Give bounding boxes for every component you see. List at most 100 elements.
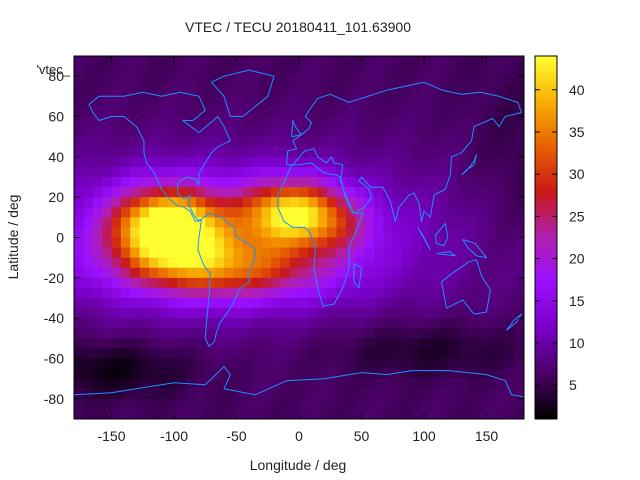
- heatmap-cell: [364, 146, 375, 158]
- heatmap-cell: [139, 298, 150, 309]
- heatmap-cell: [205, 217, 216, 229]
- heatmap-cell: [374, 56, 384, 67]
- heatmap-cell: [158, 187, 169, 198]
- heatmap-cell: [102, 247, 113, 259]
- heatmap-cell: [214, 166, 225, 178]
- heatmap-cell: [505, 126, 516, 138]
- heatmap-cell: [205, 197, 216, 208]
- heatmap-cell: [458, 76, 469, 87]
- heatmap-cell: [92, 408, 103, 419]
- heatmap-cell: [252, 358, 263, 370]
- heatmap-cell: [149, 348, 159, 360]
- heatmap-cell: [402, 96, 413, 108]
- heatmap-cell: [420, 217, 431, 229]
- heatmap-cell: [111, 368, 122, 380]
- heatmap-cell: [149, 86, 159, 97]
- heatmap-cell: [139, 318, 150, 329]
- heatmap-cell: [270, 348, 281, 360]
- heatmap-cell: [92, 318, 103, 329]
- heatmap-cell: [486, 328, 497, 339]
- heatmap-cell: [477, 298, 488, 309]
- y-tick-label: 80: [48, 68, 64, 84]
- heatmap-cell: [514, 177, 524, 188]
- heatmap-cell: [336, 408, 347, 419]
- heatmap-cell: [83, 247, 94, 259]
- heatmap-cell: [402, 227, 413, 239]
- heatmap-cell: [270, 308, 281, 319]
- heatmap-cell: [383, 106, 394, 118]
- heatmap-cell: [317, 328, 328, 339]
- heatmap-cell: [83, 217, 94, 229]
- heatmap-cell: [233, 76, 244, 87]
- heatmap-cell: [336, 328, 347, 339]
- heatmap-cell: [205, 136, 216, 148]
- heatmap-cell: [336, 106, 347, 118]
- heatmap-cell: [355, 318, 366, 329]
- heatmap-cell: [289, 177, 300, 188]
- heatmap-cell: [252, 257, 263, 269]
- heatmap-cell: [467, 207, 478, 218]
- heatmap-cell: [392, 287, 403, 299]
- heatmap-cell: [167, 207, 178, 218]
- heatmap-cell: [411, 408, 422, 419]
- heatmap-cell: [420, 86, 431, 97]
- heatmap-cell: [439, 247, 450, 259]
- heatmap-cell: [83, 378, 94, 390]
- heatmap-cell: [317, 177, 328, 188]
- heatmap-cell: [261, 247, 272, 259]
- heatmap-cell: [449, 287, 459, 299]
- heatmap-cell: [467, 166, 478, 178]
- heatmap-cell: [477, 177, 488, 188]
- heatmap-cell: [299, 287, 309, 299]
- heatmap-cell: [252, 348, 263, 360]
- heatmap-cell: [514, 237, 524, 249]
- heatmap-cell: [120, 217, 131, 229]
- heatmap-cell: [177, 247, 188, 259]
- heatmap-cell: [92, 197, 103, 208]
- heatmap-cell: [158, 388, 169, 400]
- heatmap-cell: [467, 227, 478, 239]
- heatmap-cell: [477, 187, 488, 198]
- heatmap-cell: [374, 116, 384, 128]
- heatmap-cell: [149, 378, 159, 390]
- heatmap-cell: [477, 76, 488, 87]
- heatmap-cell: [102, 126, 113, 138]
- heatmap-cell: [345, 177, 356, 188]
- heatmap-cell: [364, 398, 375, 410]
- heatmap-cell: [233, 267, 244, 279]
- heatmap-cell: [505, 237, 516, 249]
- heatmap-cell: [467, 56, 478, 67]
- heatmap-cell: [111, 207, 122, 218]
- heatmap-cell: [214, 237, 225, 249]
- heatmap-cell: [514, 166, 524, 178]
- heatmap-cell: [195, 106, 206, 118]
- heatmap-cell: [430, 308, 441, 319]
- heatmap-cell: [308, 197, 319, 208]
- heatmap-cell: [355, 197, 366, 208]
- heatmap-cell: [486, 408, 497, 419]
- heatmap-cell: [336, 96, 347, 108]
- heatmap-cell: [270, 106, 281, 118]
- heatmap-cell: [345, 146, 356, 158]
- heatmap-cell: [74, 177, 84, 188]
- heatmap-cell: [83, 126, 94, 138]
- heatmap-cell: [270, 217, 281, 229]
- heatmap-cell: [420, 388, 431, 400]
- heatmap-cell: [102, 358, 113, 370]
- heatmap-cell: [505, 257, 516, 269]
- heatmap-cell: [289, 86, 300, 97]
- heatmap-cell: [374, 187, 384, 198]
- heatmap-cell: [289, 116, 300, 128]
- heatmap-cell: [130, 136, 141, 148]
- heatmap-cell: [392, 136, 403, 148]
- heatmap-cell: [486, 378, 497, 390]
- heatmap-cell: [280, 56, 291, 67]
- heatmap-cell: [195, 348, 206, 360]
- heatmap-cell: [336, 237, 347, 249]
- heatmap-cell: [261, 298, 272, 309]
- heatmap-cell: [308, 86, 319, 97]
- heatmap-cell: [92, 86, 103, 97]
- heatmap-cell: [252, 166, 263, 178]
- heatmap-cell: [92, 257, 103, 269]
- heatmap-cell: [439, 197, 450, 208]
